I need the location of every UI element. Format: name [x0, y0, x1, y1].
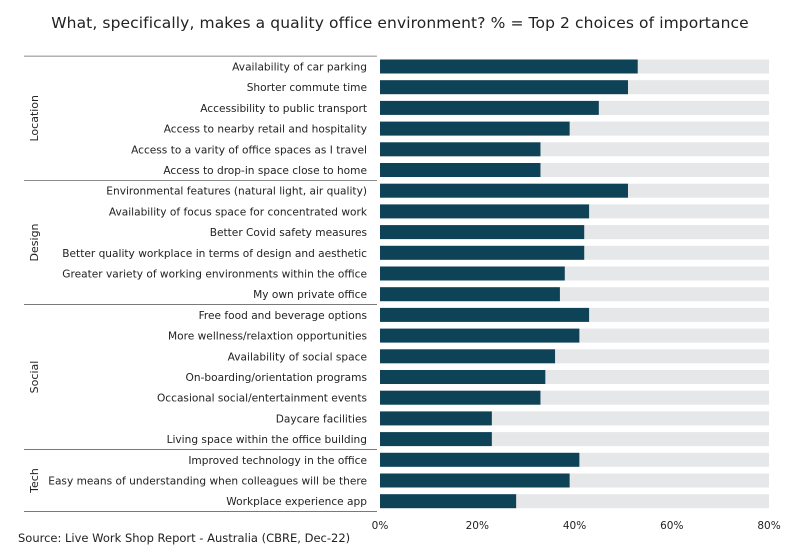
x-tick-label: 20% — [466, 520, 489, 532]
chart-title: What, specifically, makes a quality offi… — [51, 14, 749, 32]
bar — [380, 452, 580, 467]
group-label: Design — [28, 223, 41, 261]
bar — [380, 370, 546, 384]
bar — [380, 100, 599, 115]
category-label: Workplace experience app — [226, 496, 367, 508]
bar — [380, 142, 541, 157]
x-tick-label: 80% — [757, 520, 780, 532]
x-tick-label: 40% — [563, 520, 586, 532]
category-label: Better quality workplace in terms of des… — [62, 248, 367, 260]
category-label: Access to drop-in space close to home — [163, 165, 367, 177]
category-label: Greater variety of working environments … — [62, 269, 367, 281]
category-label: Shorter commute time — [247, 82, 367, 94]
bar — [380, 494, 517, 509]
group-label: Tech — [28, 468, 41, 494]
category-label: My own private office — [253, 289, 367, 301]
category-label: Availability of focus space for concentr… — [109, 206, 368, 218]
bar — [380, 80, 628, 95]
bar — [380, 349, 556, 364]
x-tick-label: 60% — [660, 520, 683, 532]
category-label: Occasional social/entertainment events — [157, 393, 367, 405]
bar — [380, 59, 638, 74]
category-label: Availability of social space — [228, 351, 367, 363]
source-note: Source: Live Work Shop Report - Australi… — [18, 531, 351, 545]
category-label: Availability of car parking — [232, 62, 367, 74]
category-label: Environmental features (natural light, a… — [106, 186, 367, 198]
bar — [380, 328, 580, 343]
bar — [380, 432, 492, 447]
category-label: More wellness/relaxtion opportunities — [168, 331, 367, 343]
bar — [380, 183, 628, 198]
x-tick-label: 0% — [372, 520, 389, 532]
group-label: Location — [28, 95, 41, 142]
bar — [380, 390, 541, 405]
bar — [380, 473, 570, 488]
group-label: Social — [28, 361, 41, 394]
category-label: Living space within the office building — [167, 434, 367, 446]
category-label: On-boarding/orientation programs — [186, 372, 367, 384]
category-label: Access to nearby retail and hospitality — [164, 124, 367, 136]
bar — [380, 225, 585, 240]
bar — [380, 121, 570, 136]
category-label: Improved technology in the office — [188, 455, 367, 467]
bar — [380, 266, 565, 281]
bar — [380, 245, 585, 260]
category-label: Better Covid safety measures — [210, 227, 367, 239]
category-label: Access to a varity of office spaces as I… — [131, 144, 367, 156]
bar — [380, 163, 541, 177]
category-label: Daycare facilities — [276, 413, 367, 425]
bar — [380, 411, 492, 426]
category-label: Easy means of understanding when colleag… — [48, 476, 367, 488]
bar — [380, 307, 590, 322]
category-label: Free food and beverage options — [199, 310, 367, 322]
category-label: Accessibility to public transport — [200, 103, 367, 115]
bar — [380, 287, 560, 302]
bar — [380, 204, 590, 219]
